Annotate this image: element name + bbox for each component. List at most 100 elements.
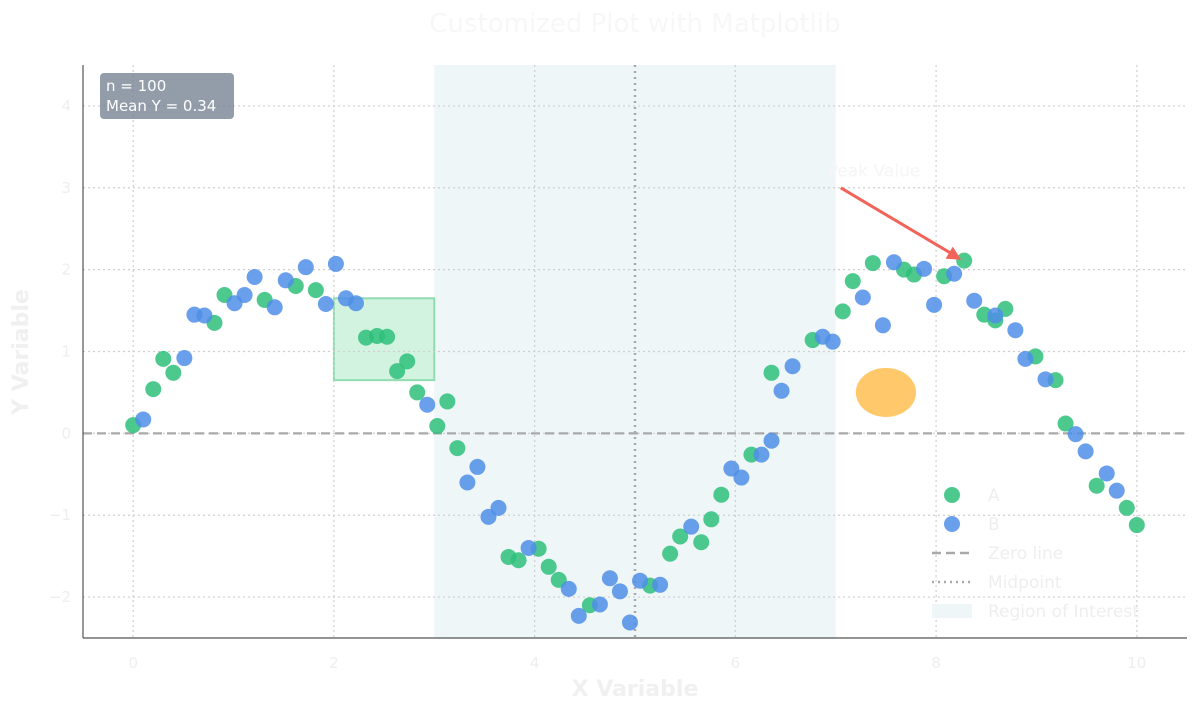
data-point-b (926, 296, 943, 313)
data-point-a (389, 363, 406, 380)
highlight-ellipse (855, 367, 917, 417)
x-ticks: 0 2 4 6 8 10 (128, 654, 1146, 672)
data-point-a (693, 534, 710, 551)
data-point-a (429, 417, 446, 434)
annotation-arrow (839, 186, 956, 258)
data-point-a (510, 552, 527, 569)
stats-box: n = 100 Mean Y = 0.34 (100, 73, 234, 119)
data-point-a (145, 381, 162, 398)
data-point-b (1077, 443, 1094, 460)
data-point-b (327, 255, 344, 272)
x-tick-label: 0 (128, 654, 138, 672)
data-point-b (773, 382, 790, 399)
data-point-b (1007, 322, 1024, 339)
y-tick-label: 0 (61, 424, 71, 442)
data-point-b (246, 269, 263, 286)
data-point-a (1088, 477, 1105, 494)
data-point-b (459, 474, 476, 491)
data-point-b (621, 614, 638, 631)
data-point-b (277, 272, 294, 289)
data-point-a (1118, 499, 1135, 516)
data-point-a (844, 273, 861, 290)
legend-marker (944, 487, 960, 503)
data-point-b (632, 572, 649, 589)
legend-label: Midpoint (988, 573, 1062, 593)
data-point-b (784, 358, 801, 375)
data-point-b (490, 499, 507, 516)
legend-label: Zero line (988, 544, 1063, 564)
data-point-b (176, 350, 193, 367)
data-point-b (987, 307, 1004, 324)
data-point-b (469, 458, 486, 475)
annotation-text: Peak Value (828, 161, 920, 181)
data-point-b (560, 580, 577, 597)
legend: AB Zero line Midpoint Region of Interest (932, 486, 1139, 622)
x-tick-label: 10 (1127, 654, 1146, 672)
data-point-b (1017, 350, 1034, 367)
legend-marker (932, 604, 972, 618)
data-point-a (1128, 517, 1145, 534)
legend-label: Region of Interest (988, 602, 1139, 622)
chart-title: Customized Plot with Matplotlib (429, 9, 840, 39)
data-point-a (864, 255, 881, 272)
data-point-a (834, 303, 851, 320)
reference-lines (83, 65, 1187, 638)
data-point-a (399, 353, 416, 370)
y-ticks: −2 −1 0 1 2 3 4 (49, 97, 71, 606)
x-axis-label: X Variable (572, 677, 699, 702)
data-point-b (196, 307, 213, 324)
data-point-b (824, 333, 841, 350)
legend-marker (944, 516, 960, 532)
data-point-b (347, 295, 364, 312)
data-point-a (439, 393, 456, 410)
data-point-b (652, 576, 669, 593)
data-point-b (946, 265, 963, 282)
data-point-b (916, 260, 933, 277)
data-point-a (449, 440, 466, 457)
data-point-b (885, 254, 902, 271)
y-axis-label: Y Variable (9, 289, 34, 416)
data-point-a (540, 558, 557, 575)
data-point-a (763, 364, 780, 381)
legend-label: B (988, 515, 1000, 535)
peak-annotation: Peak Value (828, 161, 962, 260)
y-tick-label: 4 (61, 97, 71, 115)
data-point-b (611, 583, 628, 600)
data-point-b (966, 292, 983, 309)
legend-label: A (988, 486, 1000, 506)
data-point-b (733, 469, 750, 486)
data-point-b (570, 607, 587, 624)
data-point-a (165, 364, 182, 381)
data-point-b (1067, 426, 1084, 443)
data-point-b (135, 411, 152, 428)
data-point-b (1098, 465, 1115, 482)
x-tick-label: 4 (530, 654, 540, 672)
data-point-b (297, 259, 314, 276)
data-points (125, 252, 1145, 631)
y-tick-label: 3 (61, 179, 71, 197)
data-point-a (379, 328, 396, 345)
stats-mean: Mean Y = 0.34 (106, 97, 216, 115)
data-point-b (236, 287, 253, 304)
data-point-b (753, 446, 770, 463)
data-point-b (317, 296, 334, 313)
y-tick-label: 2 (61, 261, 71, 279)
stats-box-background (100, 73, 234, 119)
axes (82, 65, 1187, 639)
data-point-b (1037, 371, 1054, 388)
data-point-b (419, 396, 436, 413)
data-point-b (1108, 482, 1125, 499)
data-point-a (956, 252, 973, 269)
data-point-b (874, 317, 891, 334)
stats-count: n = 100 (106, 77, 166, 95)
data-point-b (601, 570, 618, 587)
y-tick-label: −1 (49, 506, 71, 524)
annotation-arrowhead (945, 246, 962, 260)
data-point-b (854, 289, 871, 306)
data-point-a (713, 486, 730, 503)
data-point-b (683, 518, 700, 535)
x-tick-label: 2 (329, 654, 339, 672)
data-point-b (520, 539, 537, 556)
data-point-a (409, 384, 426, 401)
